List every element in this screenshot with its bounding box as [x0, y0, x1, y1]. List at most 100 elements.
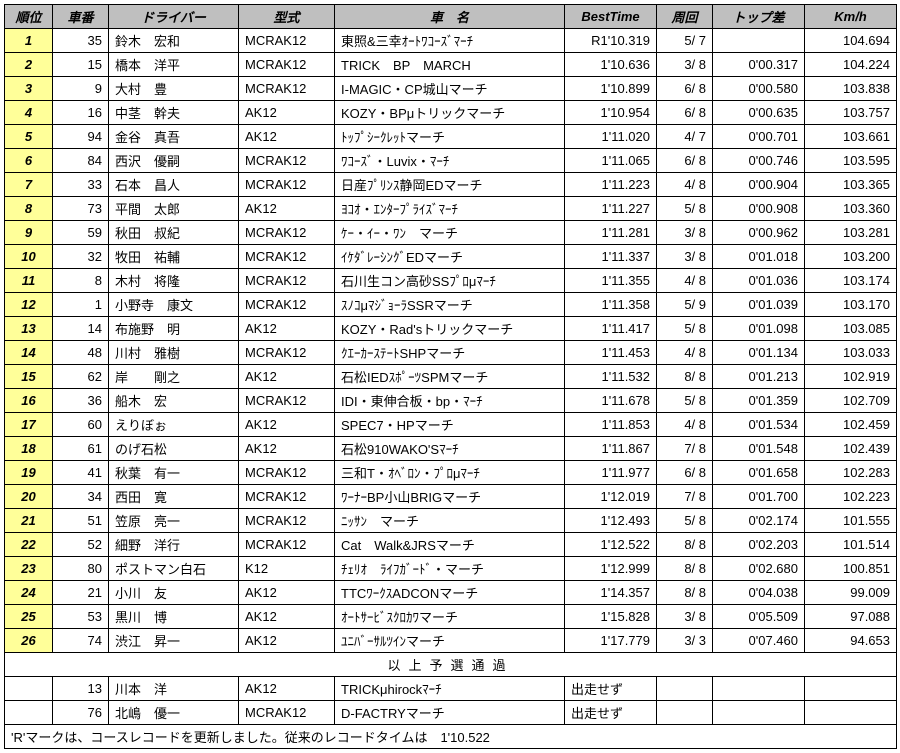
cell-carname: TRICKμhirockﾏｰﾁ [335, 677, 565, 701]
table-row: 1636船木 宏MCRAK12IDI・東伸合板・bp・ﾏｰﾁ1'11.6785/… [5, 389, 897, 413]
cell-kmh: 103.661 [805, 125, 897, 149]
cell-model: MCRAK12 [239, 341, 335, 365]
table-row: 1941秋葉 有一MCRAK12三和T・ｵﾍﾞﾛﾝ・ﾌﾟﾛμﾏｰﾁ1'11.97… [5, 461, 897, 485]
cell-laps: 5/ 8 [657, 197, 713, 221]
cell-gap [713, 677, 805, 701]
cell-laps: 4/ 8 [657, 269, 713, 293]
cell-laps: 3/ 8 [657, 245, 713, 269]
footnote-section: 'R'マークは、コースレコードを更新しました。従来のレコードタイムは 1'10.… [5, 725, 897, 749]
cell-gap: 0'00.904 [713, 173, 805, 197]
cell-kmh: 103.200 [805, 245, 897, 269]
cell-kmh: 103.757 [805, 101, 897, 125]
cell-carname: TTCﾜｰｸｽADCONマーチ [335, 581, 565, 605]
table-row: 1448川村 雅樹MCRAK12ｸｴｰｶｰｽﾃｰﾄSHPマーチ1'11.4534… [5, 341, 897, 365]
cell-model: MCRAK12 [239, 269, 335, 293]
cell-kmh: 103.170 [805, 293, 897, 317]
cell-gap [713, 29, 805, 53]
cell-driver: 金谷 真吾 [109, 125, 239, 149]
cell-carname: ｸｴｰｶｰｽﾃｰﾄSHPマーチ [335, 341, 565, 365]
cell-carno: 41 [53, 461, 109, 485]
cell-carno: 13 [53, 677, 109, 701]
table-row: 2034西田 寛MCRAK12ﾜｰﾅｰBP小山BRIGマーチ1'12.0197/… [5, 485, 897, 509]
cell-model: MCRAK12 [239, 29, 335, 53]
cell-rank: 17 [5, 413, 53, 437]
cell-kmh [805, 701, 897, 725]
cell-laps: 4/ 7 [657, 125, 713, 149]
cell-gap: 0'00.908 [713, 197, 805, 221]
cell-model: MCRAK12 [239, 53, 335, 77]
cell-carno: 48 [53, 341, 109, 365]
cell-laps: 8/ 8 [657, 557, 713, 581]
cell-carno: 59 [53, 221, 109, 245]
cell-carname: SPEC7・HPマーチ [335, 413, 565, 437]
cell-kmh: 103.365 [805, 173, 897, 197]
cell-laps: 4/ 8 [657, 173, 713, 197]
cell-model: MCRAK12 [239, 389, 335, 413]
cell-best: 1'11.223 [565, 173, 657, 197]
cell-best: 1'11.355 [565, 269, 657, 293]
cell-carname: ﾜｰﾅｰBP小山BRIGマーチ [335, 485, 565, 509]
cell-carno: 61 [53, 437, 109, 461]
cell-kmh: 94.653 [805, 629, 897, 653]
table-row: 121小野寺 康文MCRAK12ｽﾉｺμﾏｼﾞｮｰﾗSSRマーチ1'11.358… [5, 293, 897, 317]
cell-carname: Cat Walk&JRSマーチ [335, 533, 565, 557]
cell-kmh: 99.009 [805, 581, 897, 605]
cell-carno: 80 [53, 557, 109, 581]
table-row: 1760えりぼぉAK12SPEC7・HPマーチ1'11.8534/ 80'01.… [5, 413, 897, 437]
cell-laps: 5/ 8 [657, 317, 713, 341]
cell-carno: 51 [53, 509, 109, 533]
cell-driver: 細野 洋行 [109, 533, 239, 557]
header-model: 型式 [239, 5, 335, 29]
header-kmh: Km/h [805, 5, 897, 29]
cell-kmh: 103.085 [805, 317, 897, 341]
table-row: 76北嶋 優一MCRAK12D-FACTRYマーチ出走せず [5, 701, 897, 725]
cell-gap: 0'01.548 [713, 437, 805, 461]
cell-laps: 5/ 8 [657, 509, 713, 533]
cell-gap: 0'00.701 [713, 125, 805, 149]
cell-model: MCRAK12 [239, 485, 335, 509]
cell-rank: 10 [5, 245, 53, 269]
cell-carname: KOZY・BPμトリックマーチ [335, 101, 565, 125]
cell-laps: 8/ 8 [657, 533, 713, 557]
cell-driver: 布施野 明 [109, 317, 239, 341]
cell-carno: 73 [53, 197, 109, 221]
cell-best: 1'11.065 [565, 149, 657, 173]
cell-rank: 11 [5, 269, 53, 293]
cell-kmh: 100.851 [805, 557, 897, 581]
table-row: 13川本 洋AK12TRICKμhirockﾏｰﾁ出走せず [5, 677, 897, 701]
cell-carno: 34 [53, 485, 109, 509]
cell-gap [713, 701, 805, 725]
footnote-row: 'R'マークは、コースレコードを更新しました。従来のレコードタイムは 1'10.… [5, 725, 897, 749]
cell-driver: 西沢 優嗣 [109, 149, 239, 173]
cell-gap: 0'01.359 [713, 389, 805, 413]
cell-carname: 東照&三幸ｵｰﾄﾜｺｰｽﾞﾏｰﾁ [335, 29, 565, 53]
cell-carname: ｹｰ・ｲｰ・ﾜﾝ マーチ [335, 221, 565, 245]
cell-gap: 0'02.174 [713, 509, 805, 533]
table-row: 733石本 昌人MCRAK12日産ﾌﾟﾘﾝｽ静岡EDマーチ1'11.2234/ … [5, 173, 897, 197]
cell-carno: 35 [53, 29, 109, 53]
table-row: 594金谷 真吾AK12ﾄｯﾌﾟｼｰｸﾚｯﾄマーチ1'11.0204/ 70'0… [5, 125, 897, 149]
cell-gap: 0'01.700 [713, 485, 805, 509]
cell-laps: 6/ 8 [657, 461, 713, 485]
cell-gap: 0'01.018 [713, 245, 805, 269]
cell-carno: 53 [53, 605, 109, 629]
cell-gap: 0'00.317 [713, 53, 805, 77]
cell-carname: 石川生コン高砂SSﾌﾟﾛμﾏｰﾁ [335, 269, 565, 293]
cell-carname: TRICK BP MARCH [335, 53, 565, 77]
cell-gap: 0'00.635 [713, 101, 805, 125]
cell-gap: 0'05.509 [713, 605, 805, 629]
cell-rank: 6 [5, 149, 53, 173]
table-row: 2380ポストマン白石K12ﾁｪﾘｵ ﾗｲﾌｶﾞｰﾄﾞ・マーチ1'12.9998… [5, 557, 897, 581]
cell-laps: 7/ 8 [657, 485, 713, 509]
cell-kmh: 103.595 [805, 149, 897, 173]
cell-laps [657, 677, 713, 701]
cell-driver: 西田 寛 [109, 485, 239, 509]
cell-kmh: 101.555 [805, 509, 897, 533]
cell-driver: 木村 将隆 [109, 269, 239, 293]
cell-laps: 6/ 8 [657, 77, 713, 101]
cell-carname: ﾕﾆﾊﾞｰｻﾙﾂｲﾝマーチ [335, 629, 565, 653]
cell-kmh: 102.439 [805, 437, 897, 461]
cell-driver: 川本 洋 [109, 677, 239, 701]
cell-best: 1'17.779 [565, 629, 657, 653]
cell-model: MCRAK12 [239, 245, 335, 269]
